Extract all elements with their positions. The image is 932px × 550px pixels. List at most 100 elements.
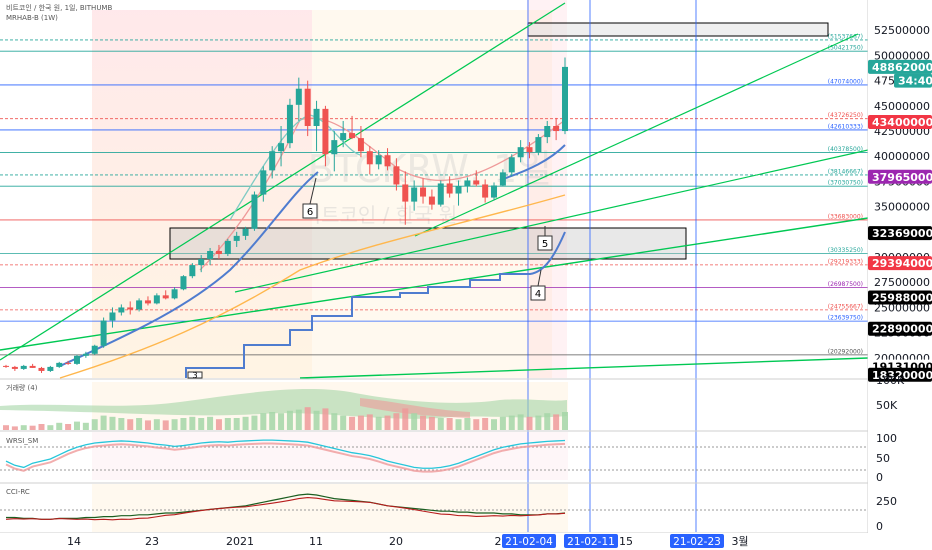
volume-bar-11 <box>100 415 107 430</box>
svg-text:32369000: 32369000 <box>872 227 932 240</box>
moving-averages <box>59 114 566 379</box>
annotation-5: 5 <box>537 226 553 251</box>
candle-18 <box>162 290 169 300</box>
svg-text:25988000: 25988000 <box>872 291 932 304</box>
candle-58 <box>517 140 524 163</box>
volume-bar-46 <box>411 413 418 430</box>
volume-bar-57 <box>508 415 515 430</box>
price-tag-1: 34:40 <box>894 73 932 88</box>
annotations: 6 5 4 3 <box>187 177 553 380</box>
level-lines: (51537667) (50421750) (47074000) (43726250)… <box>0 33 868 355</box>
level-label-8: (33683000) <box>828 213 863 220</box>
price-tag-2: 43400000 <box>868 114 932 129</box>
cci-tick-250: 250 <box>876 495 897 508</box>
candle-47 <box>420 178 427 204</box>
volume-bar-22 <box>198 418 205 430</box>
resistance-box <box>527 22 829 37</box>
candle-6 <box>56 361 63 368</box>
wrsi-label: WRSI_SM <box>6 437 38 445</box>
volume-bar-17 <box>153 419 160 430</box>
cci-pane: CCI-RC <box>0 488 868 521</box>
candle-49 <box>437 180 444 207</box>
annotation-6: 6 <box>302 177 318 219</box>
volume-label: 거래량 (4) <box>6 383 38 392</box>
volume-bar-44 <box>393 413 400 430</box>
level-label-10: (29219333) <box>828 258 863 265</box>
svg-text:4: 4 <box>535 289 541 300</box>
annotation-3: 3 <box>187 371 203 380</box>
candle-2 <box>20 364 27 370</box>
ma-orange <box>59 194 566 379</box>
price-tag-5: 29394000 <box>868 256 932 271</box>
candle-44 <box>393 158 400 191</box>
candle-30 <box>269 146 276 179</box>
svg-text:43400000: 43400000 <box>872 116 932 129</box>
symbol-line: 비트코인 / 한국 원, 1일, BITHUMB <box>6 3 112 12</box>
volume-bar-36 <box>322 408 329 430</box>
candle-20 <box>180 275 187 291</box>
level-label-5: (40378500) <box>828 146 863 153</box>
candle-52 <box>464 177 471 193</box>
vol-tick-50k: 50K <box>876 399 898 412</box>
candle-50 <box>446 176 453 198</box>
candles <box>3 57 568 373</box>
candle-14 <box>127 301 134 315</box>
volume-bar-9 <box>82 422 89 430</box>
candle-25 <box>224 238 231 257</box>
candle-8 <box>73 354 80 365</box>
volume-bar-39 <box>349 416 356 430</box>
time-tick-6: 15 <box>619 535 633 548</box>
volume-bar-35 <box>313 410 320 430</box>
candle-26 <box>233 231 240 247</box>
volume-bar-4 <box>38 424 45 430</box>
ma-blue-band <box>59 171 319 367</box>
svg-text:5: 5 <box>542 239 548 250</box>
wrsi-signal-line <box>5 442 566 473</box>
candle-29 <box>260 166 267 202</box>
volume-bar-24 <box>215 419 222 430</box>
price-tag-7: 22890000 <box>868 321 932 336</box>
indicator-line: MRHAB-B (1W) <box>6 14 58 22</box>
volume-bar-33 <box>295 409 302 430</box>
volume-bar-25 <box>224 418 231 430</box>
price-tick-1: 50000000 <box>874 49 930 62</box>
candle-13 <box>118 304 125 316</box>
volume-bar-16 <box>144 420 151 430</box>
volume-bar-2 <box>20 425 27 430</box>
pane-scales: 100K 50K 100 50 0 250 0 <box>876 374 905 533</box>
volume-bar-3 <box>29 425 36 430</box>
volume-pane: 거래량 (4) <box>0 383 568 430</box>
candle-32 <box>286 98 293 149</box>
level-label-0: (51537667) <box>828 33 863 40</box>
level-label-11: (26987500) <box>828 281 863 288</box>
candle-24 <box>215 244 222 260</box>
volume-band-red <box>360 398 470 418</box>
volume-bar-7 <box>65 424 72 430</box>
volume-bar-37 <box>331 413 338 430</box>
time-tick-0: 14 <box>67 535 81 548</box>
time-tick-2: 2021 <box>226 535 254 548</box>
volume-bar-34 <box>304 407 311 430</box>
svg-text:6: 6 <box>307 207 313 218</box>
volume-bar-18 <box>162 420 169 430</box>
svg-text:21-02-11: 21-02-11 <box>567 536 615 548</box>
volume-bar-53 <box>473 419 480 430</box>
candle-55 <box>491 182 498 201</box>
price-scale[interactable]: 5250000050000000475000004500000042500000… <box>868 0 932 533</box>
volume-bar-30 <box>269 412 276 430</box>
price-tag-0: 48862000 <box>868 59 932 74</box>
svg-text:21-02-23: 21-02-23 <box>673 536 721 548</box>
volume-bar-52 <box>464 418 471 430</box>
volume-bar-31 <box>278 413 285 430</box>
volume-bar-50 <box>446 418 453 430</box>
time-axis[interactable]: 14 23 2021 11 20 2 15 3월 21-02-04 21-02-11 21-02-2… <box>0 533 932 550</box>
wrsi-tick-0: 0 <box>876 471 883 484</box>
volume-bar-60 <box>535 415 542 430</box>
candle-57 <box>508 154 515 177</box>
level-label-13: (23639750) <box>828 315 863 322</box>
volume-bar-28 <box>251 415 258 430</box>
candle-15 <box>136 298 143 312</box>
volume-bar-5 <box>47 425 54 430</box>
volume-bar-13 <box>118 418 125 430</box>
